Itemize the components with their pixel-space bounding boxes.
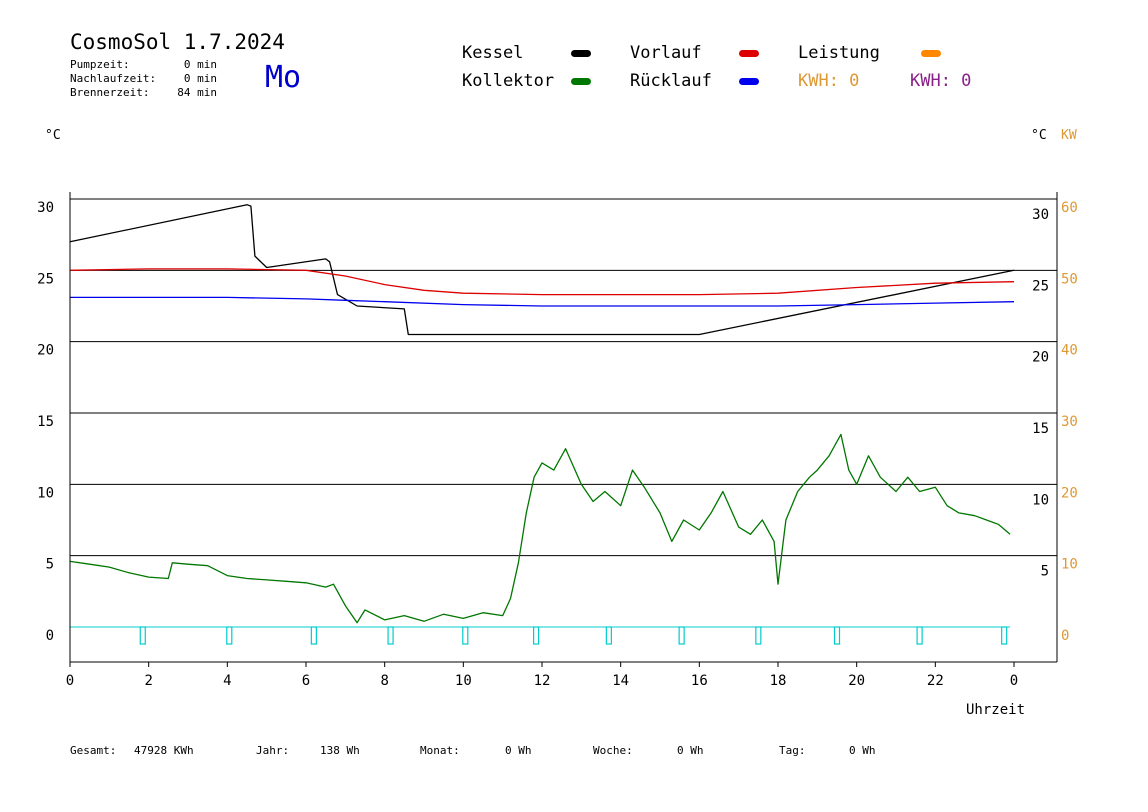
y-right-label-25: 25 [1032, 278, 1049, 294]
pump-mark-7 [678, 626, 685, 645]
y-left-label-25: 25 [37, 271, 54, 287]
x-tick-label-0: 0 [66, 673, 74, 689]
pump-mark-10 [916, 626, 923, 645]
y-kw-label-60: 60 [1061, 200, 1078, 216]
left-axis-unit: °C [45, 128, 61, 143]
legend-kollektor-label: Kollektor [462, 71, 555, 91]
series-kollektor-line [69, 433, 1011, 624]
y-kw-label-50: 50 [1061, 271, 1078, 287]
x-tick-label-1: 2 [144, 673, 152, 689]
legend-ruecklauf-label: Rücklauf [630, 71, 712, 91]
pump-mark-5 [532, 626, 540, 645]
y-kw-label-40: 40 [1061, 343, 1078, 359]
legend-kessel-swatch [571, 50, 591, 57]
footer-gesamt-label: Gesamt: [70, 744, 117, 757]
x-tick-label-11: 22 [927, 673, 944, 689]
footer-tag-value: 0 Wh [849, 744, 876, 757]
legend-kessel-label: Kessel [462, 43, 524, 63]
footer-woche-value: 0 Wh [677, 744, 704, 757]
footer-jahr-label: Jahr: [256, 744, 290, 757]
legend-leistung-label: Leistung [798, 43, 880, 63]
series-vorlauf-line [69, 268, 1015, 296]
series-kessel-line [69, 204, 1015, 336]
legend-kollektor-swatch [571, 78, 591, 85]
chart-pump-marks [70, 626, 1010, 645]
pump-mark-2 [310, 626, 317, 645]
y-kw-label-10: 10 [1061, 557, 1078, 573]
x-tick-label-10: 20 [848, 673, 865, 689]
y-left-label-30: 30 [37, 200, 54, 216]
y-kw-label-20: 20 [1061, 485, 1078, 501]
x-tick-label-12: 0 [1010, 673, 1018, 689]
pump-mark-1 [226, 626, 233, 645]
right-axis-unit: °C [1031, 128, 1047, 143]
y-right-label-10: 10 [1032, 492, 1049, 508]
x-tick-label-5: 10 [455, 673, 472, 689]
pump-mark-4 [462, 626, 469, 645]
y-right-label-30: 30 [1032, 207, 1049, 223]
y-left-label-15: 15 [37, 414, 54, 430]
y-right-label-20: 20 [1032, 350, 1049, 366]
pump-mark-3 [387, 626, 394, 645]
chart-axes [69, 192, 1058, 663]
pumpzeit-label: Pumpzeit: [70, 58, 130, 71]
legend-vorlauf-swatch [739, 50, 759, 57]
y-right-label-5: 5 [1041, 564, 1049, 580]
weekday-label: Mo [265, 60, 302, 95]
y-left-label-0: 0 [46, 628, 54, 644]
pump-mark-8 [755, 626, 762, 645]
x-tick-label-2: 4 [223, 673, 231, 689]
y-left-label-10: 10 [37, 485, 54, 501]
footer-jahr-value: 138 Wh [320, 744, 360, 757]
chart-ticks: 0 2 4 6 8 10 12 14 16 18 20 22 0 0 5 10 15 20 25 30 5 10 15 20 2… [37, 200, 1078, 689]
legend-kwh-1: KWH: 0 [798, 71, 860, 91]
x-axis-label: Uhrzeit [966, 702, 1026, 718]
legend-ruecklauf-swatch [739, 78, 759, 85]
legend-leistung-swatch [921, 50, 941, 57]
y-kw-label-30: 30 [1061, 414, 1078, 430]
page-title: CosmoSol 1.7.2024 [70, 30, 285, 54]
x-tick-label-6: 12 [534, 673, 551, 689]
footer-woche-label: Woche: [593, 744, 633, 757]
brennerzeit-label: Brennerzeit: [70, 86, 150, 99]
footer-tag-label: Tag: [779, 744, 806, 757]
y-kw-label-0: 0 [1061, 628, 1069, 644]
series-ruecklauf-line [70, 296, 1015, 307]
y-left-label-5: 5 [46, 557, 54, 573]
nachlaufzeit-value: 0 min [183, 72, 217, 85]
legend-vorlauf-label: Vorlauf [630, 43, 702, 63]
footer-monat-label: Monat: [420, 744, 460, 757]
pump-mark-11 [1001, 626, 1008, 645]
x-tick-label-4: 8 [380, 673, 388, 689]
x-tick-label-9: 18 [770, 673, 787, 689]
y-left-label-20: 20 [37, 343, 54, 359]
chart-grid [70, 198, 1057, 557]
x-tick-label-3: 6 [302, 673, 310, 689]
y-right-label-15: 15 [1032, 421, 1049, 437]
pumpzeit-value: 0 min [183, 58, 217, 71]
nachlaufzeit-label: Nachlaufzeit: [70, 72, 157, 85]
legend-kwh-2: KWH: 0 [910, 71, 972, 91]
footer-monat-value: 0 Wh [505, 744, 532, 757]
pump-mark-9 [833, 626, 841, 645]
right-axis-kw-unit: KW [1061, 128, 1077, 143]
pump-mark-0 [139, 626, 146, 645]
brennerzeit-value: 84 min [177, 86, 217, 99]
chart-series [69, 204, 1015, 624]
x-tick-label-8: 16 [691, 673, 708, 689]
footer-gesamt-value: 47928 KWh [134, 744, 194, 757]
pump-mark-6 [605, 626, 612, 645]
x-tick-label-7: 14 [612, 673, 629, 689]
